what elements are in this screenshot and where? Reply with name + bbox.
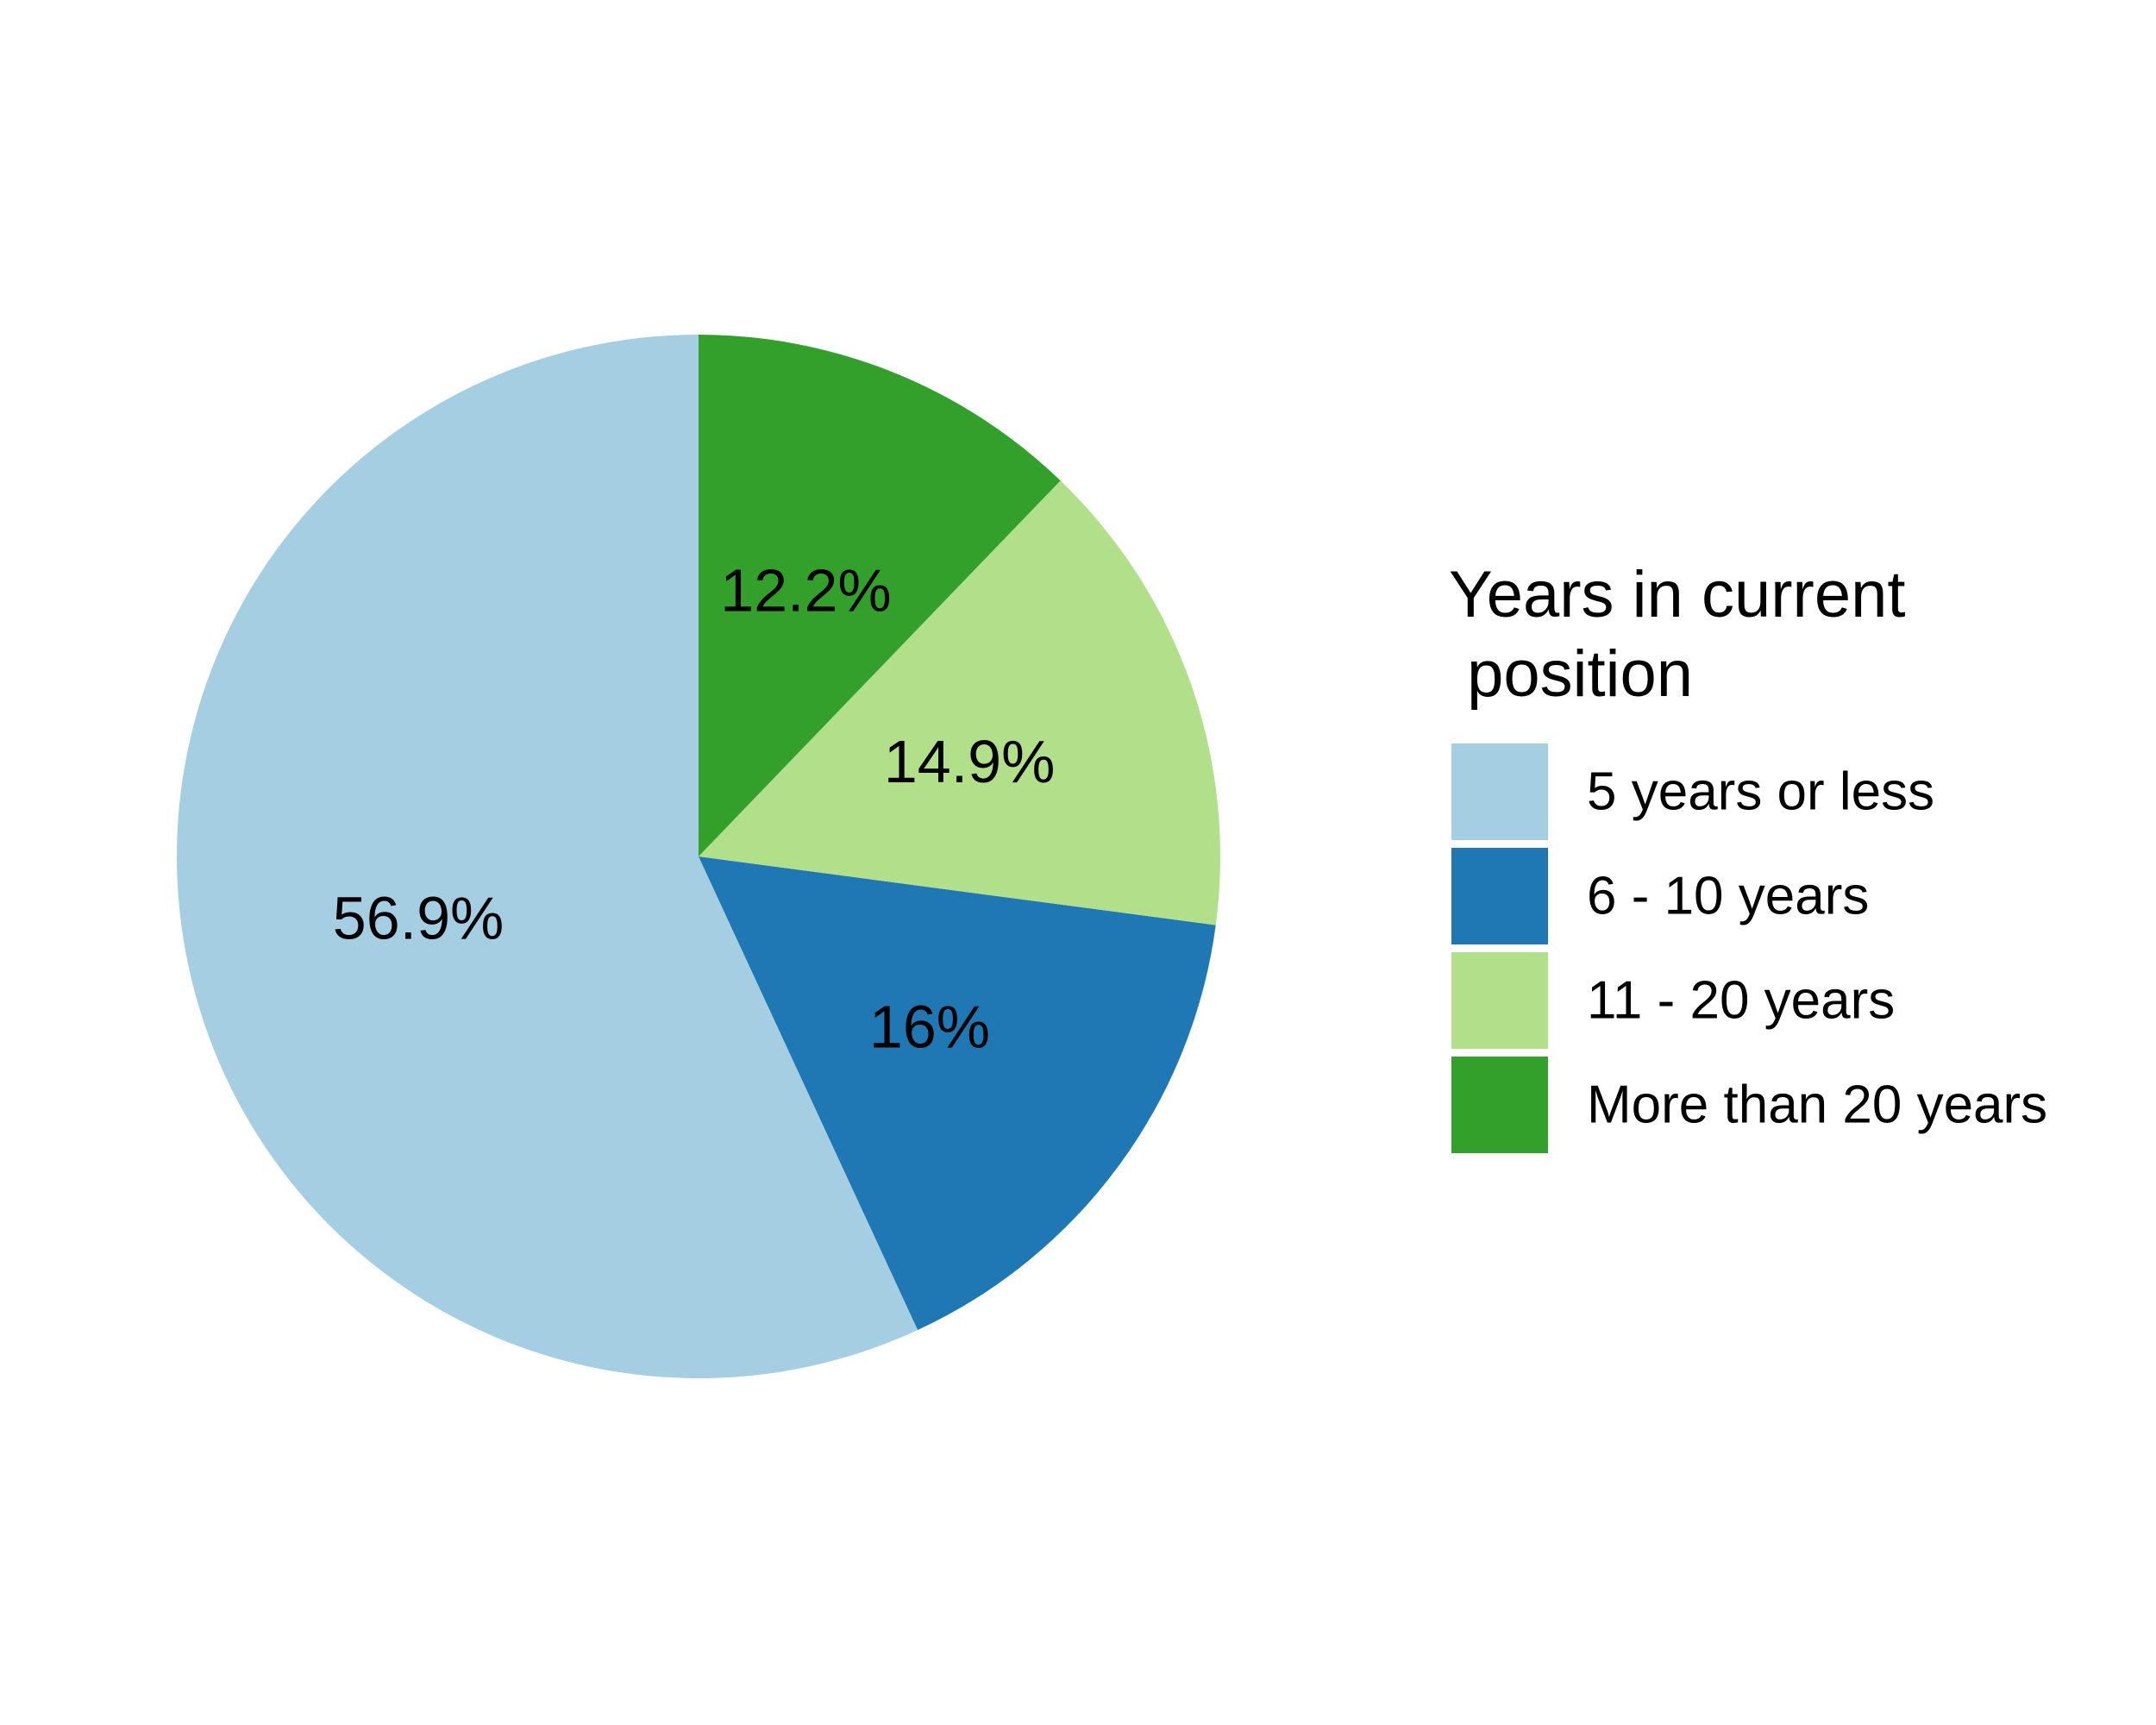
pie-slice-2 [699, 856, 1216, 1331]
legend-key-3 [1451, 952, 1548, 1049]
legend-key-2 [1451, 848, 1548, 944]
legend-key-1 [1451, 743, 1548, 840]
pie-slice-4 [699, 335, 1061, 856]
pie-slices [176, 335, 1221, 1379]
pie-slice-1 [176, 335, 918, 1379]
legend-label-3: 11 - 20 years [1587, 971, 1895, 1031]
legend-label-4: More than 20 years [1587, 1076, 2047, 1135]
slice-label-2: 16% [869, 993, 990, 1060]
legend-title-line-1: Years in current [1449, 558, 1905, 631]
legend-title-line-2: position [1449, 637, 1693, 711]
slice-labels: 56.9% 16% 14.9% 12.2% [333, 556, 1056, 1060]
legend-key-4 [1451, 1057, 1548, 1153]
slice-label-4: 12.2% [720, 556, 891, 624]
legend-label-2: 6 - 10 years [1587, 867, 1869, 926]
legend-items: 5 years or less 6 - 10 years 11 - 20 years… [1451, 743, 2047, 1153]
pie-slice-3 [699, 480, 1221, 925]
slice-label-1: 56.9% [333, 885, 504, 952]
legend: Years in current position 5 years or les… [1449, 558, 2047, 1153]
legend-label-1: 5 years or less [1587, 762, 1934, 822]
slice-label-3: 14.9% [884, 728, 1055, 795]
